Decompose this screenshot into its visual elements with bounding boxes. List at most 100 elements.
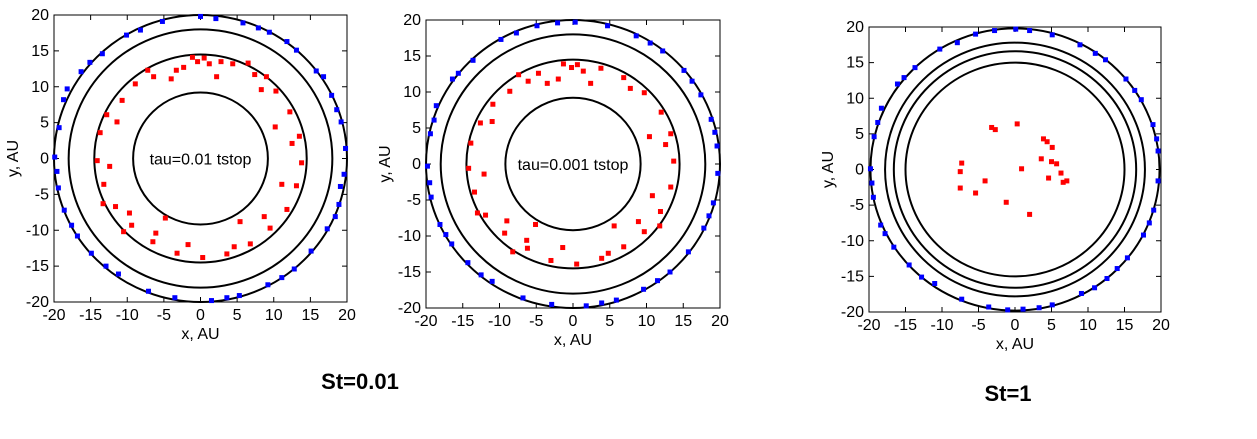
dust-particle-point bbox=[94, 158, 100, 164]
x-tick-label: -5 bbox=[529, 313, 543, 330]
gas-particle-point bbox=[61, 207, 67, 213]
gas-particle-point bbox=[124, 32, 130, 38]
gas-particle-point bbox=[470, 57, 476, 63]
y-tick-label: 15 bbox=[403, 48, 421, 65]
dust-particle-point bbox=[490, 101, 496, 107]
x-tick-label: -10 bbox=[116, 307, 139, 324]
panel-tau-0.01: -20 -15 -10 -5 0 5 10 15 20 -20 -15 -10 -5 0 5 10 15 20 x,… bbox=[5, 7, 356, 343]
x-tick-label: 15 bbox=[674, 313, 692, 330]
dust-particle-point bbox=[1027, 211, 1033, 217]
gas-particle-point bbox=[159, 18, 165, 24]
panel-annotation: tau=0.001 tstop bbox=[518, 157, 629, 174]
x-tick-label: 15 bbox=[301, 307, 319, 324]
orbit-ring bbox=[132, 91, 269, 226]
dust-particle-point bbox=[635, 219, 641, 225]
dust-particle-point bbox=[555, 76, 561, 82]
dust-particle-point bbox=[258, 87, 264, 93]
orbit-ring bbox=[439, 33, 707, 295]
x-tick-label: 20 bbox=[1152, 317, 1170, 334]
orbit-ring bbox=[93, 53, 308, 264]
dust-particle-point bbox=[1003, 199, 1009, 205]
gas-particle-point bbox=[279, 275, 285, 281]
x-axis-label: x, AU bbox=[554, 332, 592, 349]
gas-particle-point bbox=[992, 28, 998, 34]
dust-particle-point bbox=[548, 257, 554, 263]
dust-particle-point bbox=[252, 72, 258, 78]
y-tick-label: -10 bbox=[841, 233, 864, 250]
gas-particle-point bbox=[706, 213, 712, 219]
dust-particle-point bbox=[525, 78, 531, 84]
dust-particle-point bbox=[588, 80, 594, 86]
gas-particle-point bbox=[1049, 302, 1055, 308]
dust-particle-point bbox=[100, 201, 106, 207]
gas-particle-point bbox=[334, 107, 340, 113]
panel-st-1: -20 -15 -10 -5 0 5 10 15 20 -20 -15 -10 -5 0 5 10 15 20 x,… bbox=[820, 19, 1170, 353]
y-tick-label: -15 bbox=[841, 268, 864, 285]
gas-particle-point bbox=[213, 16, 219, 22]
dust-particle-point bbox=[230, 61, 236, 67]
dust-particle-point bbox=[293, 183, 299, 189]
dust-particle-point bbox=[97, 130, 103, 136]
gas-particle-point bbox=[78, 69, 84, 75]
dust-particle-point bbox=[466, 165, 472, 171]
gas-particle-point bbox=[878, 222, 884, 228]
gas-particle-point bbox=[478, 272, 484, 278]
dust-particle-point bbox=[104, 112, 110, 118]
dust-particle-point bbox=[200, 255, 206, 261]
y-tick-label: 0 bbox=[855, 162, 864, 179]
x-tick-label: 0 bbox=[569, 313, 578, 330]
x-tick-label: 10 bbox=[638, 313, 656, 330]
dust-particle-point bbox=[544, 80, 550, 86]
gas-particle-point bbox=[633, 33, 639, 39]
gas-particle-point bbox=[336, 201, 342, 207]
dust-particle-point bbox=[1019, 166, 1025, 172]
y-tick-label: 0 bbox=[40, 151, 49, 168]
dust-particle-point bbox=[989, 124, 995, 130]
dust-particle-point bbox=[472, 189, 478, 195]
gas-particle-point bbox=[321, 74, 327, 80]
dust-particle-point bbox=[189, 54, 195, 60]
gas-particle-point bbox=[954, 40, 960, 46]
gas-particle-point bbox=[74, 233, 80, 239]
gas-particle-point bbox=[986, 304, 992, 310]
y-tick-label: -5 bbox=[407, 192, 421, 209]
dust-particle-point bbox=[245, 60, 251, 66]
gas-particle-point bbox=[341, 171, 347, 177]
x-tick-label: -15 bbox=[451, 313, 474, 330]
gas-particle-point bbox=[99, 51, 105, 57]
gas-particle-point bbox=[919, 274, 925, 280]
y-tick-label: -20 bbox=[398, 300, 421, 317]
gas-particle-point bbox=[1151, 207, 1157, 213]
y-axis-label: y, AU bbox=[820, 151, 837, 188]
y-tick-label: -5 bbox=[850, 197, 864, 214]
y-tick-label: -10 bbox=[398, 228, 421, 245]
gas-particle-point bbox=[906, 262, 912, 268]
dust-particle-point bbox=[119, 97, 125, 103]
dust-particle-point bbox=[569, 65, 575, 71]
gas-particle-point bbox=[867, 166, 873, 172]
y-tick-label: 10 bbox=[846, 90, 864, 107]
y-axis-label: y, AU bbox=[377, 145, 394, 182]
dust-particle-point bbox=[284, 206, 290, 212]
dust-particle-point bbox=[272, 124, 278, 130]
dust-particle-point bbox=[502, 230, 508, 236]
dust-particle-point bbox=[113, 204, 119, 210]
dust-particle-point bbox=[560, 245, 566, 251]
dust-particle-point bbox=[621, 244, 627, 250]
dust-particle-point bbox=[657, 223, 663, 229]
gas-particle-point bbox=[882, 231, 888, 237]
gas-particle-point bbox=[660, 48, 666, 54]
gas-particle-point bbox=[870, 194, 876, 200]
y-tick-label: 10 bbox=[403, 84, 421, 101]
y-axis-label: y, AU bbox=[5, 140, 22, 177]
dust-particle-point bbox=[663, 142, 669, 148]
y-tick-label: 20 bbox=[846, 19, 864, 36]
dust-particle-point bbox=[560, 61, 566, 67]
dust-particle-point bbox=[657, 209, 663, 215]
x-tick-label: -5 bbox=[971, 317, 985, 334]
gas-particle-point bbox=[240, 20, 246, 26]
y-tick-label: 10 bbox=[31, 79, 49, 96]
orbit-ring bbox=[884, 41, 1146, 298]
y-tick-label: -15 bbox=[26, 258, 49, 275]
gas-particle-point bbox=[1155, 148, 1161, 154]
